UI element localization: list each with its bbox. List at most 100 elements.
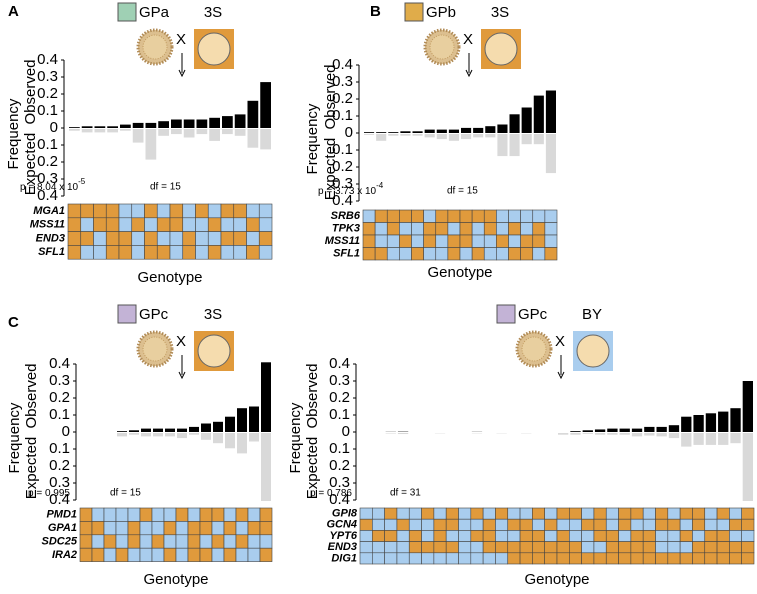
- genotype-cell: [195, 217, 209, 232]
- observed-bar: [189, 426, 199, 432]
- expected-bar: [376, 134, 387, 141]
- genotype-cell: [483, 222, 497, 236]
- genotype-cell: [544, 222, 558, 236]
- expected-label: Expected: [322, 138, 339, 201]
- p-value: p = 3.73 x 10-4: [318, 181, 384, 197]
- genotype-cell: [520, 247, 534, 261]
- expected-bar: [545, 134, 556, 174]
- expected-bar: [668, 433, 680, 439]
- genotype-cell: [187, 521, 201, 536]
- genotype-cell: [223, 507, 237, 522]
- p-exponent: -5: [78, 177, 86, 186]
- expected-bar: [388, 134, 399, 136]
- y-tick-label: 0: [50, 119, 58, 136]
- expected-bar: [644, 433, 655, 436]
- genotype-cell: [408, 541, 422, 554]
- genotype-cell: [519, 530, 533, 542]
- expected-bar: [424, 134, 435, 138]
- genotype-cell: [471, 234, 485, 248]
- genotype-cell: [103, 534, 117, 549]
- genotype-cell: [519, 552, 533, 565]
- genotype-cell: [199, 534, 213, 549]
- genotype-cell: [581, 518, 595, 531]
- y-tick-label: 0.4: [49, 355, 70, 372]
- expected-bar: [129, 433, 139, 435]
- genotype-cell: [741, 541, 755, 554]
- genotype-cell: [182, 217, 196, 232]
- observed-bar: [424, 129, 435, 133]
- parent-label: GPb: [426, 4, 456, 21]
- genotype-cell: [496, 222, 509, 236]
- y-tick-label: 0.4: [332, 56, 353, 73]
- genotype-cell: [471, 222, 485, 236]
- expected-bar: [171, 129, 182, 135]
- genotype-cell: [80, 203, 94, 219]
- parent-label: GPc: [518, 306, 548, 323]
- genotype-cell: [235, 521, 249, 536]
- genotype-cell: [246, 203, 260, 219]
- p-value: p = 0.995: [28, 488, 70, 499]
- genotype-cell: [618, 530, 632, 542]
- genotype-cell: [471, 209, 485, 223]
- locus-label: MSS11: [30, 219, 65, 231]
- expected-bar: [485, 134, 496, 138]
- locus-label: SRB6: [331, 210, 361, 222]
- locus-label: SFL1: [333, 248, 360, 260]
- expected-bar: [364, 134, 375, 135]
- expected-bar: [222, 129, 233, 135]
- genotype-cell: [483, 209, 497, 223]
- genotype-cell: [156, 245, 171, 260]
- expected-bar: [473, 134, 484, 138]
- locus-label: SDC25: [42, 535, 78, 547]
- y-tick-label: 0.1: [49, 406, 70, 423]
- expected-bar: [81, 129, 93, 133]
- genotype-cell: [593, 518, 607, 531]
- genotype-cell: [421, 552, 435, 565]
- observed-bar: [165, 428, 175, 432]
- y-axis-title: Frequency: [6, 402, 23, 473]
- genotype-cell: [667, 518, 681, 531]
- y-tick-label: 0.3: [332, 73, 353, 90]
- genotype-cell: [495, 541, 509, 554]
- genotype-cell: [642, 552, 656, 565]
- genotype-cell: [470, 552, 484, 565]
- genotype-cell: [220, 231, 235, 246]
- expected-label: Expected: [23, 437, 40, 500]
- observed-bar: [619, 428, 630, 432]
- genotype-cell: [729, 507, 742, 520]
- genotype-cell: [692, 552, 706, 565]
- genotype-cell: [679, 530, 693, 542]
- observed-bar: [376, 132, 387, 133]
- genotype-cell: [470, 541, 484, 554]
- genotype-cell: [458, 552, 472, 565]
- observed-bar: [693, 415, 704, 432]
- genotype-cell: [445, 518, 459, 531]
- genotype-cell: [421, 541, 435, 554]
- observed-bar: [153, 428, 163, 432]
- locus-label: GPA1: [48, 522, 77, 534]
- locus-label: IRA2: [52, 549, 77, 561]
- y-tick-label: 0.1: [37, 102, 58, 119]
- genotype-cell: [618, 518, 632, 531]
- observed-label: Observed: [23, 363, 40, 428]
- genotype-cell: [374, 209, 388, 223]
- genotype-cell: [470, 530, 484, 542]
- genotype-cell: [593, 507, 607, 520]
- genotype-cell: [384, 541, 398, 554]
- expected-bar: [461, 134, 472, 140]
- observed-bar: [81, 126, 93, 128]
- genotype-cell: [211, 534, 225, 549]
- expected-bar: [718, 433, 729, 445]
- observed-bar: [485, 126, 496, 133]
- x-axis-title: Genotype: [427, 264, 492, 281]
- observed-bar: [107, 126, 118, 128]
- genotype-cell: [496, 209, 509, 223]
- genotype-cell: [507, 552, 521, 565]
- genotype-cell: [704, 552, 718, 565]
- genotype-cell: [362, 209, 376, 223]
- expected-bar: [385, 433, 396, 434]
- genotype-cell: [421, 518, 435, 531]
- expected-bar: [209, 129, 220, 141]
- expected-bar: [177, 433, 187, 439]
- expected-bar: [165, 433, 175, 437]
